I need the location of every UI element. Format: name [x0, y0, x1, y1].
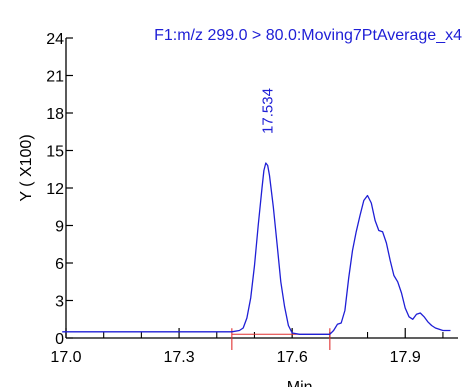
y-tick-label: 24	[46, 31, 64, 48]
x-tick-label: 17.0	[50, 349, 81, 366]
y-tick-label: 15	[46, 144, 64, 161]
x-tick-label: 17.9	[390, 349, 421, 366]
integration-baseline	[231, 328, 331, 350]
y-tick-label: 21	[46, 69, 64, 86]
y-tick-label: 3	[55, 294, 64, 311]
series-line	[62, 162, 451, 335]
tick-marks: 0 3 6 9 12 15 18 21 24 17.0 17.3 17.6 17.9	[46, 31, 444, 366]
series-group	[62, 162, 451, 335]
y-tick-label: 0	[55, 331, 64, 348]
y-tick-label: 12	[46, 181, 64, 198]
x-tick-label: 17.6	[277, 349, 308, 366]
y-tick-label: 9	[55, 219, 64, 236]
peak-label: 17.534	[259, 88, 276, 134]
x-tick-label: 17.3	[164, 349, 195, 366]
y-axis-label: Y ( X100)	[18, 134, 35, 201]
chart-title: F1:m/z 299.0 > 80.0:Moving7PtAverage_x4	[154, 27, 462, 44]
y-tick-label: 18	[46, 106, 64, 123]
x-axis-label: Min	[287, 379, 313, 387]
y-tick-label: 6	[55, 256, 64, 273]
